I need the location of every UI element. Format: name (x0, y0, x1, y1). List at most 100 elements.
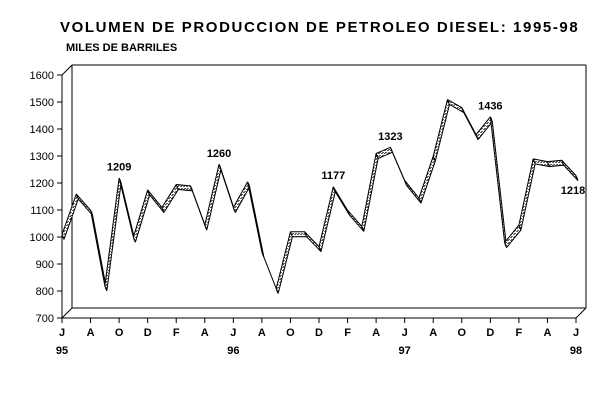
ribbon-segment (504, 224, 522, 248)
data-point (62, 236, 64, 238)
x-year-label: 98 (570, 345, 582, 357)
data-point (347, 211, 350, 214)
x-tick-label: J (59, 327, 65, 339)
axes: 700 800 900 1000 1100 1200 1300 1400 1500 1600 J A O… (30, 70, 583, 357)
data-point (362, 228, 364, 230)
y-tick-label: 800 (36, 286, 54, 298)
ribbon-segment (118, 177, 136, 243)
ribbon-segment (432, 99, 450, 162)
data-label: 1260 (207, 148, 231, 160)
data-point (461, 109, 464, 111)
y-tick-label: 1300 (30, 151, 54, 163)
data-point (447, 101, 450, 103)
depth-edge-top-left (61, 64, 73, 76)
data-point (276, 290, 278, 292)
data-point (376, 155, 378, 157)
data-point (576, 177, 578, 179)
ribbon-segment (318, 186, 336, 252)
data-ribbon (61, 99, 579, 294)
y-tick-label: 1200 (30, 178, 54, 190)
ribbon-segment (75, 193, 94, 216)
x-tick-label: D (144, 327, 152, 339)
x-tick-label: J (230, 327, 236, 339)
ribbon-segment (418, 156, 436, 204)
data-point (176, 186, 179, 188)
ribbon-segment (175, 184, 193, 192)
x-tick-label: A (372, 327, 380, 339)
x-year-label: 96 (227, 345, 239, 357)
ribbon-segment (204, 164, 222, 231)
ribbon-segment (332, 186, 351, 216)
ribbon-segment (561, 159, 579, 181)
x-tick-label: A (543, 327, 551, 339)
data-point (304, 233, 307, 236)
ribbon-segment (475, 116, 493, 140)
y-tick-label: 1000 (30, 232, 54, 244)
data-point (247, 183, 250, 186)
data-point (262, 253, 264, 256)
ribbon-segment (232, 181, 251, 213)
x-tick-label: F (173, 327, 180, 339)
data-label: 1209 (107, 162, 131, 174)
x-tick-label: A (201, 327, 209, 339)
x-tick-label: J (573, 327, 579, 339)
data-point (162, 209, 164, 211)
data-point (219, 166, 221, 168)
data-point (105, 287, 107, 290)
ribbon-segment (218, 164, 236, 213)
ribbon-segment (61, 193, 79, 240)
x-tick-label: D (486, 327, 494, 339)
x-year-label: 97 (399, 345, 411, 357)
x-tick-label: F (516, 327, 523, 339)
y-tick-label: 1600 (30, 70, 54, 82)
x-tick-label: O (286, 327, 295, 339)
data-point (290, 233, 293, 236)
data-point (519, 226, 521, 229)
data-point (476, 136, 478, 138)
depth-edge-bottom-right (575, 307, 587, 319)
y-axis-label: MILES DE BARRILES (66, 42, 177, 54)
data-point (419, 199, 421, 202)
ribbon-segment (161, 184, 179, 213)
x-tick-label: A (429, 327, 437, 339)
depth-edge-bottom-left (61, 307, 73, 319)
ribbon-segment (375, 146, 393, 159)
ribbon-segment (104, 177, 122, 291)
x-tick-label: J (402, 327, 408, 339)
ribbon-segment (132, 189, 151, 243)
plot-frame (61, 64, 587, 319)
chart-title: VOLUMEN DE PRODUCCION DE PETROLEO DIESEL… (60, 19, 579, 36)
data-label: 1218 (561, 185, 585, 197)
data-point (333, 188, 336, 191)
x-year-label: 95 (56, 345, 68, 357)
data-point (133, 238, 136, 241)
x-tick-label: A (258, 327, 266, 339)
data-point (561, 161, 564, 164)
x-tick-label: A (87, 327, 95, 339)
ribbon-segment (532, 158, 550, 168)
x-tick-label: F (344, 327, 351, 339)
x-tick-label: O (457, 327, 466, 339)
data-point (390, 148, 393, 151)
data-point (190, 187, 193, 190)
data-point (547, 163, 550, 165)
data-point (533, 160, 535, 163)
data-point (490, 118, 493, 121)
ribbon-segment (447, 99, 465, 114)
data-point (233, 209, 236, 211)
data-point (119, 179, 121, 182)
y-tick-label: 1100 (30, 205, 54, 217)
data-point (404, 182, 407, 184)
x-tick-label: O (115, 327, 124, 339)
ribbon-segment (90, 210, 108, 291)
data-point (504, 244, 507, 246)
ribbon-segment (247, 181, 265, 258)
data-label: 1323 (378, 131, 402, 143)
data-point (147, 191, 150, 194)
ribbon-segment (147, 189, 165, 213)
ribbon-segment (361, 153, 379, 232)
ribbon-segment (518, 158, 536, 231)
y-tick-label: 900 (36, 259, 54, 271)
